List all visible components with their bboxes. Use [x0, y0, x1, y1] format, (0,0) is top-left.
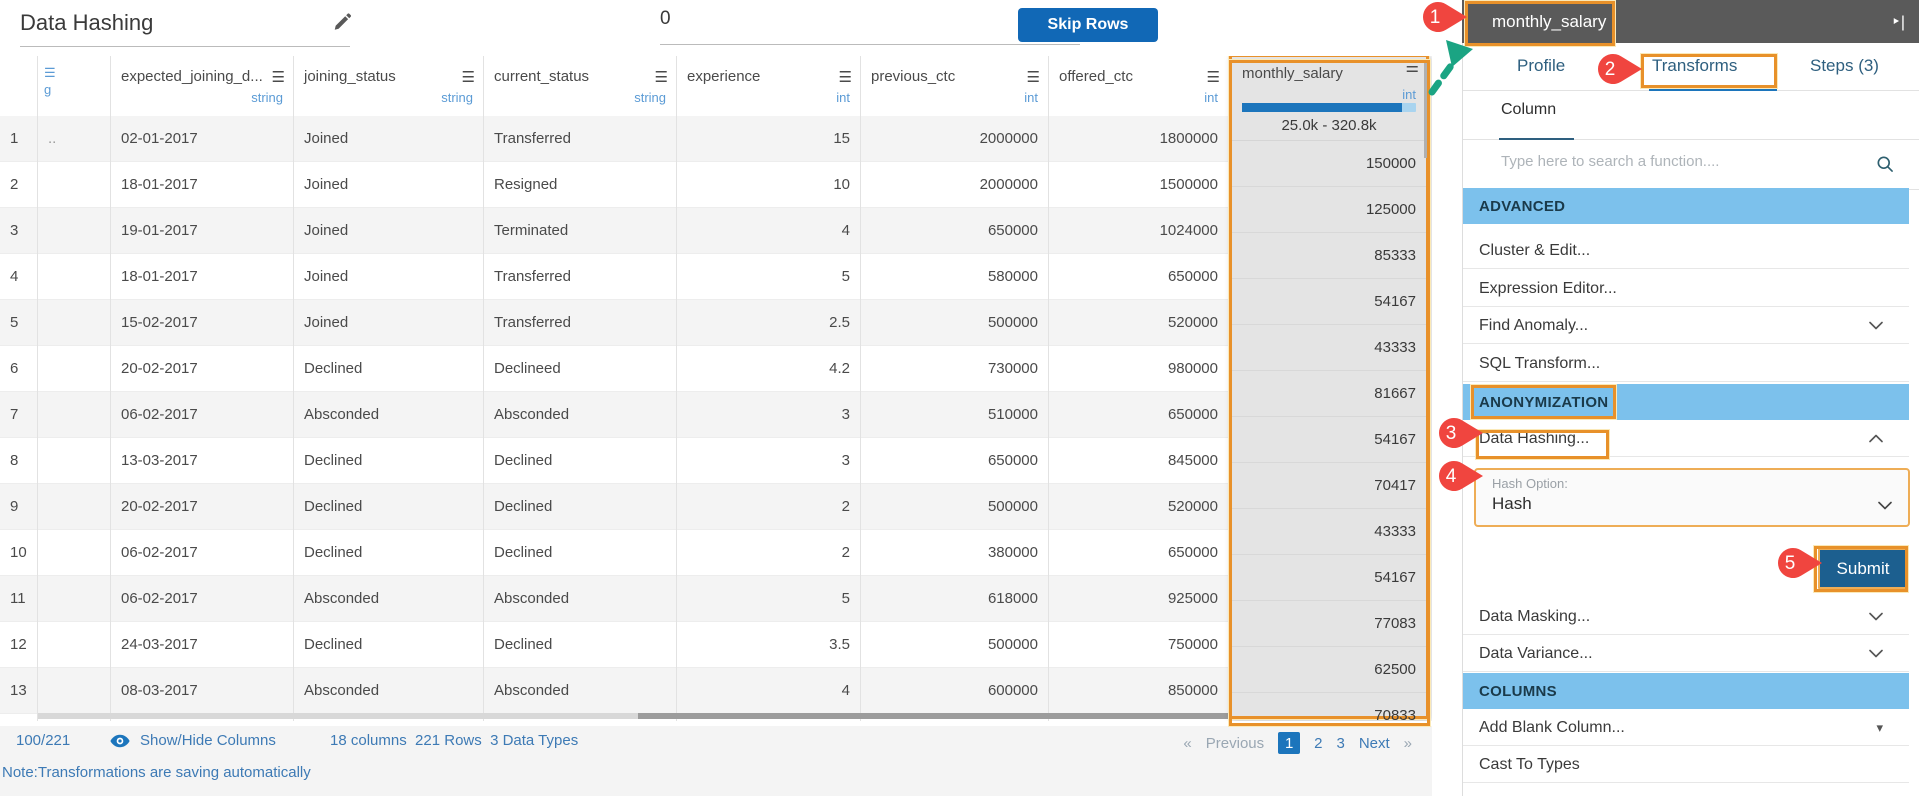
svg-text:4: 4: [1446, 466, 1457, 487]
svg-text:3: 3: [1446, 423, 1457, 444]
